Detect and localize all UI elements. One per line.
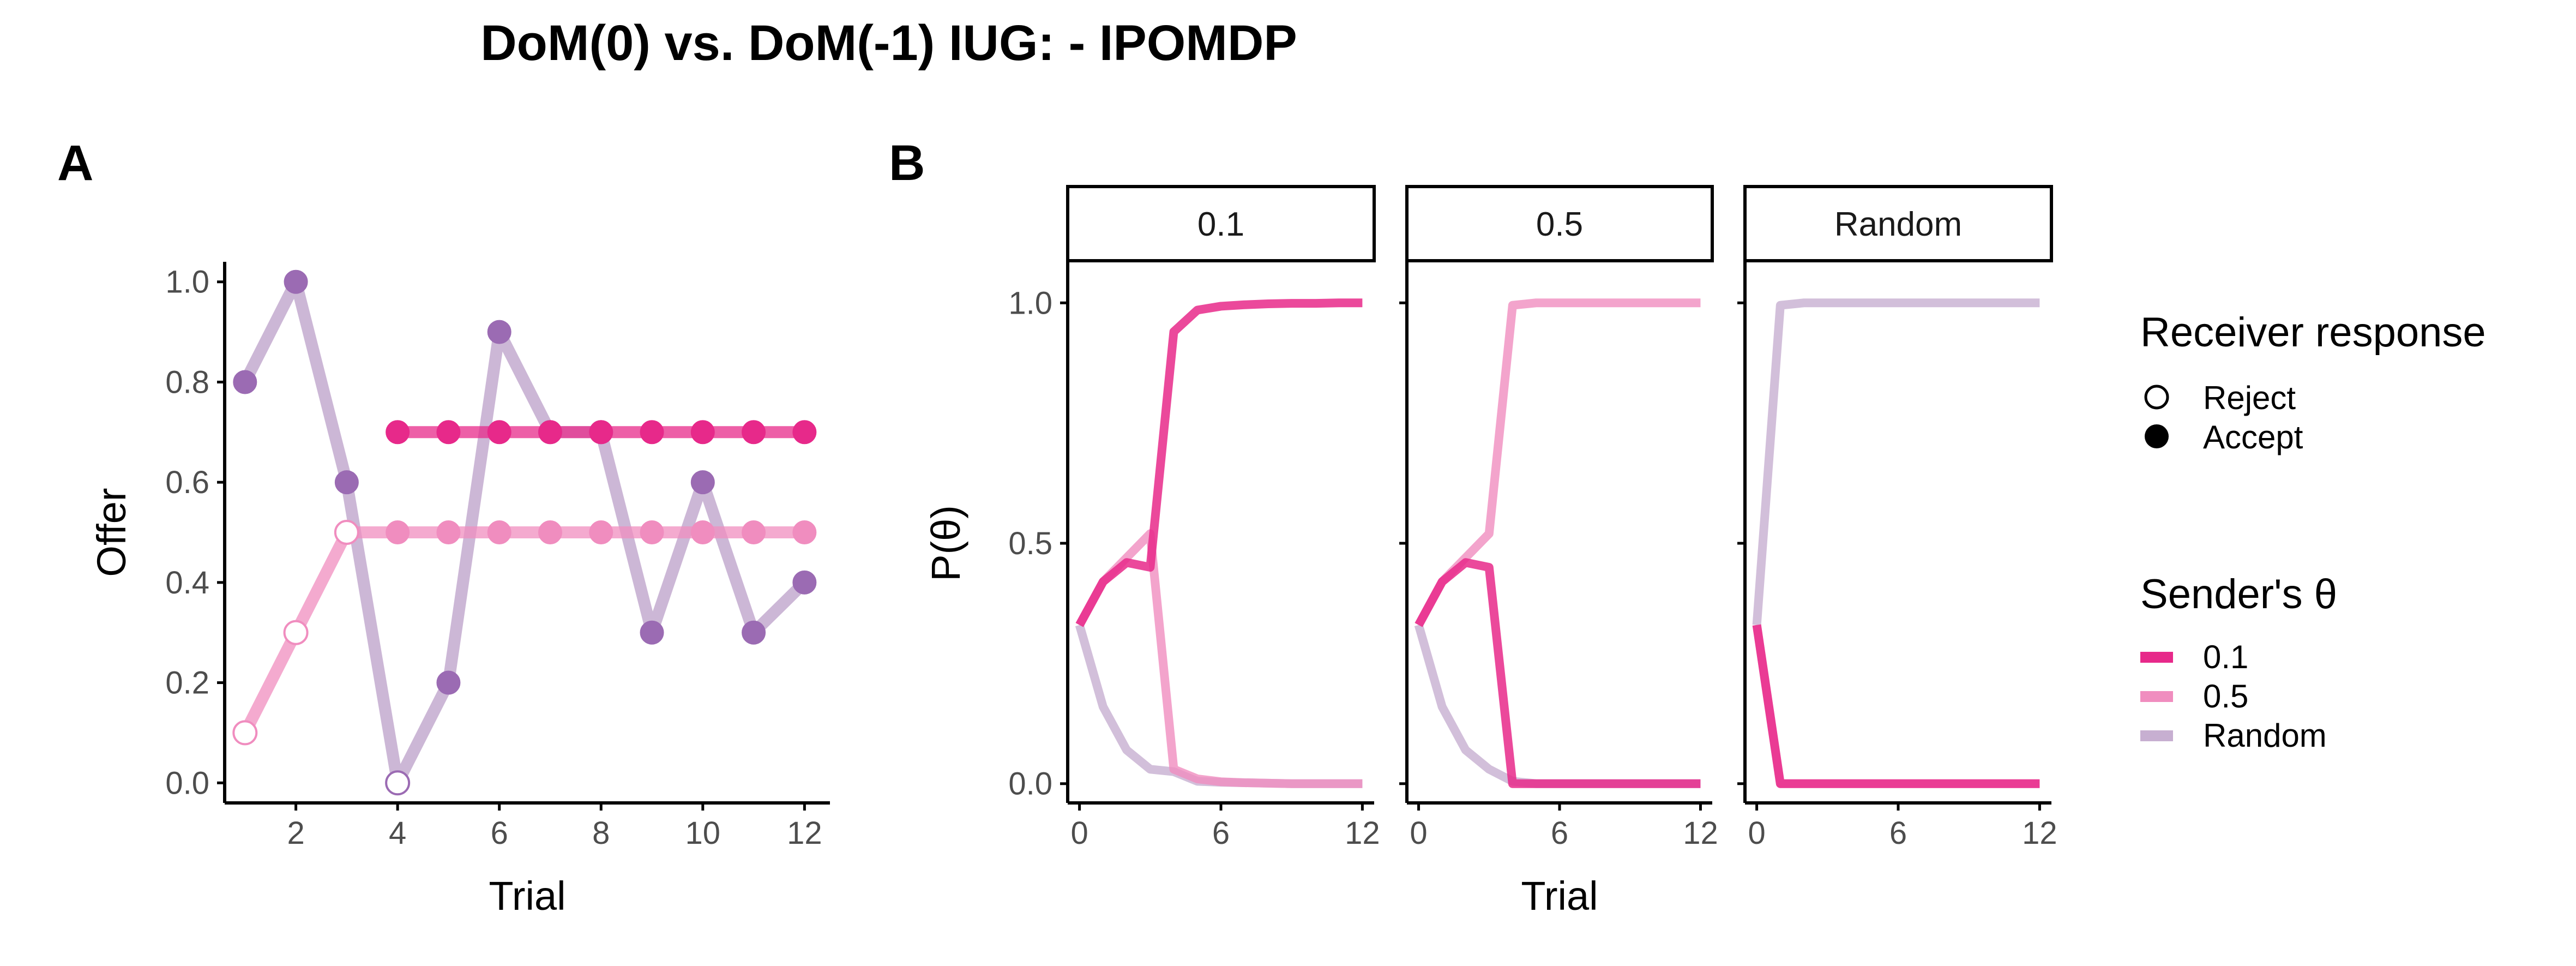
facet-line-0-5 (1415, 298, 1701, 627)
legend-theta-0-1-label: 0.1 (2203, 639, 2248, 675)
facet-x-tick-label: 0 (1748, 815, 1765, 851)
panel-a-point-reject (334, 520, 359, 545)
legend-theta-title: Sender's θ (2140, 571, 2337, 617)
facet-strip (1405, 185, 1714, 262)
legend: Receiver response Reject Accept Sender's… (2140, 309, 2486, 754)
panel-a-line-0-5 (239, 526, 811, 739)
panel-a-x-tick-label: 2 (287, 815, 304, 851)
facet-strip (1743, 185, 2053, 262)
panel-a-y-tick-label: 0.6 (165, 465, 209, 500)
panel-a-point-accept (538, 520, 562, 544)
legend-theta-random-swatch (2140, 730, 2173, 741)
legend-reject-symbol (2144, 385, 2169, 410)
panel-b-y-axis-title: P(θ) (923, 505, 968, 581)
panel-a-point-accept (386, 520, 410, 544)
panel-b-facet-0-1: 0.1 0 6 12 (1060, 185, 1380, 851)
facet-line-random (1752, 298, 2040, 626)
panel-a-point-accept (538, 420, 562, 445)
facet-line-random (1075, 623, 1363, 788)
panel-a-y-tick-label: 0.4 (165, 565, 209, 601)
facet-strip-label: 0.1 (1197, 206, 1244, 243)
facet-line-random (1414, 623, 1701, 788)
panel-a-x-tick-label: 12 (787, 815, 822, 851)
panel-a-point-accept (742, 620, 766, 645)
legend-theta-0-1-swatch (2140, 652, 2173, 663)
legend-theta-0-5-label: 0.5 (2203, 678, 2248, 715)
facet-strip-label: 0.5 (1536, 206, 1583, 243)
panel-b-facet-random: Random 0 6 12 (1737, 185, 2057, 851)
panel-a-point-accept (487, 320, 511, 344)
panel-label-a: A (57, 135, 93, 191)
panel-a-point-accept (436, 520, 461, 544)
panel-a-x-axis-title: Trial (489, 873, 565, 919)
facet-line-0-1 (1752, 624, 2040, 788)
facet-x-tick-label: 6 (1889, 815, 1907, 851)
panel-a-point-reject (385, 770, 411, 796)
panel-b-belief-plot: 0.0 0.5 1.0 P(θ) Trial 0.1 0 6 12 0.5 0 6 12 Random 0 6… (923, 185, 2057, 919)
legend-accept-symbol (2145, 424, 2169, 448)
panel-a-x-tick-label: 10 (685, 815, 721, 851)
panel-a-point-accept (233, 370, 257, 394)
facet-x-tick-label: 0 (1410, 815, 1427, 851)
panel-a-point-accept (792, 570, 817, 595)
panel-a-point-accept (284, 269, 308, 294)
panel-a-point-accept (436, 670, 461, 695)
panel-a-point-accept (386, 420, 410, 445)
panel-a-y-tick-label: 0.0 (165, 765, 209, 801)
panel-a-point-accept (487, 420, 511, 445)
panel-a-point-accept (589, 520, 613, 544)
panel-a-y-tick-label: 1.0 (165, 265, 209, 300)
panel-a-y-tick-label: 0.8 (165, 364, 209, 400)
facet-x-tick-label: 0 (1070, 815, 1088, 851)
panel-a-offer-plot: 0.0 0.2 0.4 0.6 0.8 1.0 2 4 6 8 10 12 Trial Offer (89, 262, 830, 919)
facet-x-tick-label: 12 (1683, 815, 1718, 851)
facet-line-0-5 (1075, 529, 1363, 788)
panel-a-point-accept (742, 420, 766, 445)
facet-x-tick-label: 6 (1551, 815, 1568, 851)
panel-b-facet-0-5: 0.5 0 6 12 (1399, 185, 1718, 851)
facet-x-tick-label: 12 (1345, 815, 1380, 851)
panel-a-x-tick-label: 4 (389, 815, 406, 851)
facet-strip (1066, 185, 1376, 262)
panel-a-point-reject (283, 620, 309, 645)
panel-a-point-accept (742, 520, 766, 544)
panel-b-x-axis-title: Trial (1521, 873, 1598, 919)
facet-line-0-1 (1075, 298, 1363, 627)
facet-x-tick-label: 6 (1212, 815, 1230, 851)
legend-accept-label: Accept (2203, 419, 2303, 455)
panel-a-y-axis-title: Offer (89, 488, 134, 577)
panel-a-point-accept (690, 420, 715, 445)
panel-a-line-random (239, 275, 811, 789)
panel-a-point-accept (589, 420, 613, 445)
facet-strip-label: Random (1834, 206, 1962, 243)
facet-line-0-5 (1752, 624, 2040, 788)
legend-theta-random-label: Random (2203, 717, 2327, 754)
panel-a-point-accept (690, 470, 715, 495)
panel-a-point-accept (792, 420, 817, 445)
legend-reject-label: Reject (2203, 380, 2296, 416)
panel-a-point-accept (487, 520, 511, 544)
facet-line-0-1 (1415, 558, 1701, 788)
facet-x-tick-label: 12 (2022, 815, 2057, 851)
panel-a-point-accept (640, 520, 664, 544)
panel-b-y-tick-label: 0.0 (1008, 766, 1052, 802)
panel-a-point-accept (436, 420, 461, 445)
panel-a-point-reject (232, 720, 258, 746)
panel-a-point-accept (640, 620, 664, 645)
figure-title: DoM(0) vs. DoM(-1) IUG: - IPOMDP (480, 15, 1297, 71)
panel-a-point-accept (640, 420, 664, 445)
panel-a-point-accept (792, 520, 817, 544)
panel-a-x-tick-label: 6 (491, 815, 508, 851)
legend-theta-0-5-swatch (2140, 691, 2173, 702)
panel-a-x-tick-label: 8 (592, 815, 610, 851)
panel-a-y-tick-label: 0.2 (165, 665, 209, 701)
panel-label-b: B (889, 135, 925, 191)
panel-b-y-tick-label: 1.0 (1008, 285, 1052, 321)
panel-b-y-tick-label: 0.5 (1008, 526, 1052, 561)
panel-a-point-accept (334, 470, 359, 495)
legend-response-title: Receiver response (2140, 309, 2486, 356)
panel-a-point-accept (690, 520, 715, 544)
